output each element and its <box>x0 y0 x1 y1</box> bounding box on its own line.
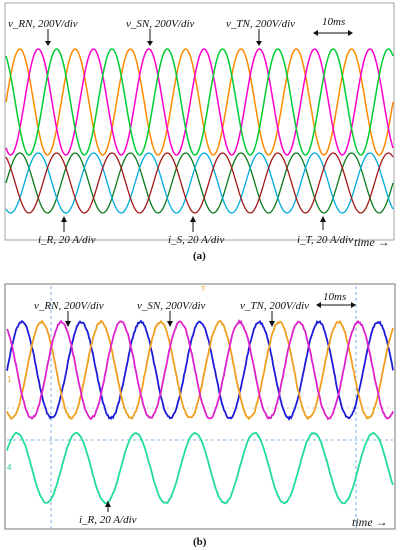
label-ir-b: i_R, 20 A/div <box>79 514 137 526</box>
panel-b: 1 4 T v_RN, 200V/div v_SN, 200V/div v_TN… <box>5 284 395 529</box>
label-is-a: i_S, 20 A/div <box>168 234 224 246</box>
caption-a: (a) <box>193 250 206 262</box>
label-vtn-a: v_TN, 200V/div <box>226 18 295 30</box>
time-scale-label-b: 10ms <box>323 291 346 303</box>
label-vsn-b: v_SN, 200V/div <box>137 300 206 312</box>
channel-marker-4: 4 <box>7 463 12 472</box>
time-axis-label-a: time → <box>354 235 390 249</box>
panel-a: v_RN, 200V/div v_SN, 200V/div v_TN, 200V… <box>5 3 394 249</box>
label-vrn-a: v_RN, 200V/div <box>8 18 78 30</box>
trigger-marker: T <box>201 286 206 293</box>
label-ir-a: i_R, 20 A/div <box>38 234 96 246</box>
label-vtn-b: v_TN, 200V/div <box>240 300 309 312</box>
time-axis-label-b: time → <box>352 515 388 529</box>
caption-b: (b) <box>193 536 207 548</box>
time-scale-label-a: 10ms <box>322 16 345 28</box>
label-vsn-a: v_SN, 200V/div <box>126 18 195 30</box>
channel-marker-1: 1 <box>7 375 12 384</box>
label-vrn-b: v_RN, 200V/div <box>34 300 104 312</box>
label-it-a: i_T, 20 A/div <box>297 234 353 246</box>
